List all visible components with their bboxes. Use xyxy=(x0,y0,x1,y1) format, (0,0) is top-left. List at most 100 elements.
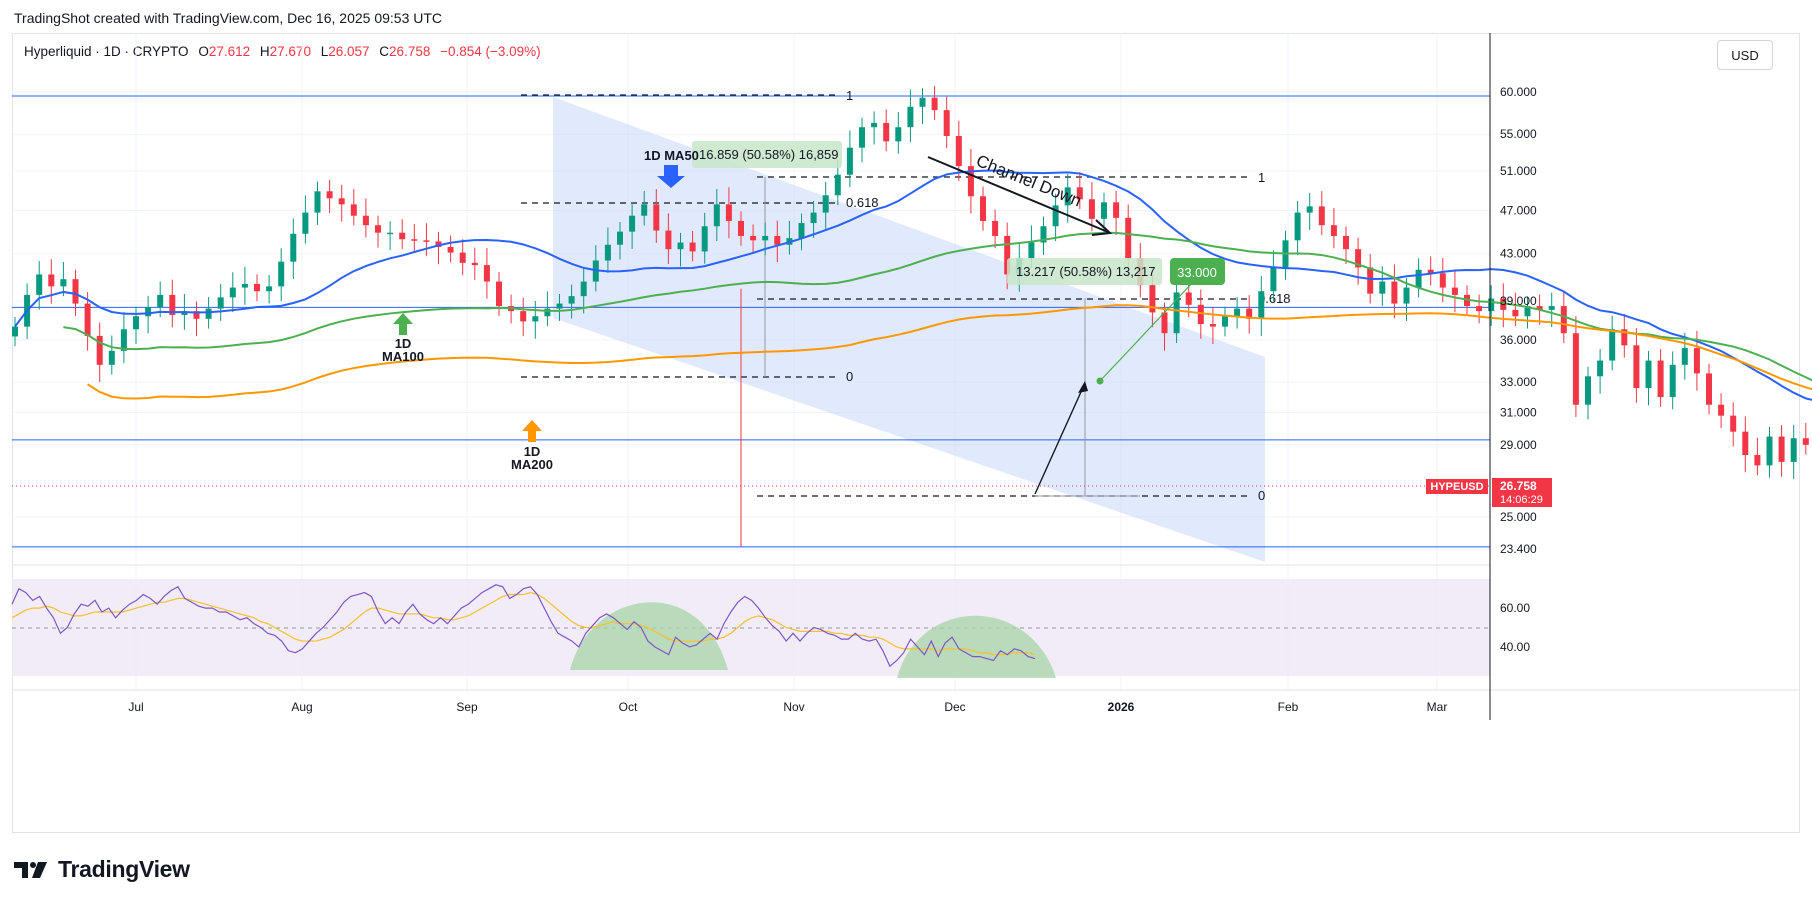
candle-body xyxy=(1512,309,1519,317)
price-tick-label: 36.000 xyxy=(1500,333,1537,347)
candle-body xyxy=(1258,291,1265,319)
candle-body xyxy=(653,204,660,231)
candle-body xyxy=(1681,348,1688,365)
time-tick-label: Dec xyxy=(944,700,965,714)
candle-body xyxy=(883,122,890,142)
tradingview-logo-icon xyxy=(14,861,47,878)
candle-body xyxy=(1355,249,1362,268)
measure-2-box xyxy=(1007,258,1162,285)
candle-body xyxy=(1560,306,1567,334)
price-tick-label: 39.000 xyxy=(1500,294,1537,308)
fib1-label-0: 0 xyxy=(846,369,853,384)
rsi-tick-label: 60.00 xyxy=(1500,601,1530,615)
candle-body xyxy=(1766,436,1773,466)
legend-low-label: L xyxy=(320,44,329,59)
candle-body xyxy=(1076,187,1083,200)
candle-body xyxy=(822,195,829,213)
candle-body xyxy=(1028,242,1035,259)
price-tick-label: 60.000 xyxy=(1500,85,1537,99)
candle-body xyxy=(1427,269,1434,274)
candle-body xyxy=(1633,345,1640,389)
candle-body xyxy=(1597,360,1604,377)
target-dot xyxy=(1096,377,1104,385)
rsi-line xyxy=(11,584,1036,668)
candle-body xyxy=(1125,217,1132,259)
price-tick-label: 51.000 xyxy=(1500,164,1537,178)
candle-body xyxy=(278,261,285,287)
candle-body xyxy=(1246,308,1253,319)
time-tick-label: Oct xyxy=(619,700,638,714)
measure-2-text: 13.217 (50.58%) 13,217 xyxy=(1016,264,1156,279)
candle-body xyxy=(302,212,309,234)
candle-body xyxy=(604,244,611,261)
candle-body xyxy=(1149,285,1156,313)
candle-body xyxy=(217,297,224,309)
measure-1-text: 16.859 (50.58%) 16,859 xyxy=(699,147,839,162)
channel-down-band xyxy=(553,97,1265,562)
candle-body xyxy=(205,308,212,319)
candle-body xyxy=(1645,360,1652,389)
candle-body xyxy=(544,308,551,317)
currency-button[interactable]: USD xyxy=(1717,40,1773,70)
fib2-label-0618: 0.618 xyxy=(1258,291,1291,306)
candle-body xyxy=(665,230,672,250)
candle-body xyxy=(1488,298,1495,312)
candle-body xyxy=(362,215,369,226)
candle-body xyxy=(1173,292,1180,334)
rsi-signal-line xyxy=(11,591,1036,656)
candle-body xyxy=(1718,404,1725,416)
candle-body xyxy=(157,294,164,308)
ma100-line xyxy=(63,231,1812,382)
candle-body xyxy=(1778,436,1785,462)
candle-body xyxy=(120,329,127,351)
candle-body xyxy=(798,223,805,239)
price-tick-label: 33.000 xyxy=(1500,375,1537,389)
price-tick-label: 55.000 xyxy=(1500,127,1537,141)
candle-body xyxy=(617,231,623,245)
candle-body xyxy=(810,212,817,224)
candle-body xyxy=(967,166,974,197)
candle-body xyxy=(846,147,853,175)
price-chart[interactable]: 1 0.618 0 1 0.618 0 Channel Down 16.859 … xyxy=(0,0,1812,840)
candle-body xyxy=(48,274,55,287)
candle-body xyxy=(1101,202,1107,219)
candle-body xyxy=(1197,304,1204,325)
candle-body xyxy=(689,242,696,252)
candle-body xyxy=(1113,202,1120,218)
channel-down-arrowhead xyxy=(1091,219,1113,236)
fib2-label-0: 0 xyxy=(1258,488,1265,503)
legend-symbol: Hyperliquid · 1D · CRYPTO xyxy=(24,44,189,59)
price-tick-label: 47.000 xyxy=(1500,204,1537,218)
ma100-up-arrow xyxy=(393,313,413,335)
candle-body xyxy=(133,316,139,330)
ma100-label-2: MA100 xyxy=(382,349,424,364)
candle-body xyxy=(12,326,18,337)
time-tick-label: Sep xyxy=(456,700,478,714)
candle-body xyxy=(1209,324,1216,327)
candle-body xyxy=(36,274,43,295)
candle-body xyxy=(1052,205,1059,227)
candle-body xyxy=(919,97,926,107)
candle-body xyxy=(399,232,406,240)
time-tick-label: Feb xyxy=(1278,700,1299,714)
candle-body xyxy=(931,97,938,111)
legend-low: 26.057 xyxy=(328,44,370,59)
rsi-tick-label: 40.00 xyxy=(1500,640,1530,654)
candle-body xyxy=(375,225,381,233)
candle-body xyxy=(1234,308,1241,317)
tradingview-logo: TradingView xyxy=(14,856,190,883)
candle-body xyxy=(1318,206,1325,226)
price-tick-label: 43.000 xyxy=(1500,247,1537,261)
candle-body xyxy=(1706,373,1712,405)
time-tick-label: Aug xyxy=(291,700,312,714)
candle-body xyxy=(992,220,999,236)
rsi-dome-1 xyxy=(570,602,728,670)
candle-body xyxy=(84,303,91,336)
candle-body xyxy=(169,294,176,315)
legend-open-label: O xyxy=(198,44,209,59)
candle-body xyxy=(1222,316,1228,327)
price-tick-label: 29.000 xyxy=(1500,438,1537,452)
candle-body xyxy=(1536,306,1543,310)
candle-body xyxy=(871,122,878,128)
legend-change: −0.854 (−3.09%) xyxy=(440,44,541,59)
